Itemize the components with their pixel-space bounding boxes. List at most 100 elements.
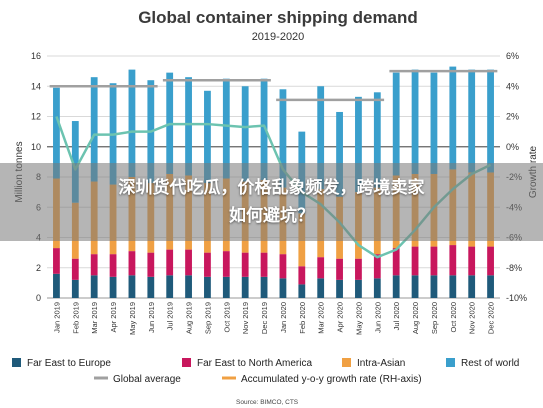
y-tick-label: 0 <box>36 293 41 303</box>
legend-label: Far East to Europe <box>27 358 111 369</box>
bar-segment <box>128 275 136 298</box>
bar-segment <box>204 90 211 184</box>
x-tick-label: Jul 2019 <box>166 302 175 330</box>
y2-tick-label: 6% <box>506 51 519 61</box>
bar-segment <box>222 276 230 298</box>
bar-segment <box>355 96 362 193</box>
bar-segment <box>147 252 155 277</box>
bar-segment <box>185 77 192 176</box>
global-average-lines <box>49 69 498 102</box>
bar-segment <box>468 275 476 298</box>
y-tick-label: 2 <box>36 263 41 273</box>
bar-segment <box>53 248 60 274</box>
x-tick-label: Apr 2020 <box>336 302 345 332</box>
bar-segment <box>166 249 174 276</box>
bar-segment <box>317 278 325 298</box>
x-tick-label: May 2019 <box>128 302 137 335</box>
bar-segment <box>336 258 343 280</box>
x-axis-ticks: Jan 2019 Feb 2019 Mar 2019 Apr 2019 May 2019… <box>52 302 495 335</box>
bar-segment <box>449 275 457 298</box>
bar-segment <box>241 252 249 277</box>
legend-label: Intra-Asian <box>357 358 405 369</box>
bar-segment <box>487 275 494 298</box>
bar-segment <box>355 279 362 298</box>
bar-segment <box>90 275 98 298</box>
bar-segment <box>241 86 249 182</box>
bar-segment <box>109 254 117 277</box>
bar-segment <box>355 258 362 280</box>
legend-swatch <box>182 358 191 367</box>
legend: Far East to Europe Far East to North Amer… <box>12 358 519 385</box>
x-tick-label: Dec 2020 <box>487 302 496 334</box>
bar-segment <box>430 72 438 174</box>
bar-segment <box>411 275 419 298</box>
x-tick-label: Mar 2019 <box>90 302 99 334</box>
bar-segment <box>317 86 325 190</box>
x-tick-label: Nov 2019 <box>241 302 250 334</box>
bar-segment <box>373 254 381 279</box>
x-tick-label: Jul 2020 <box>392 302 401 330</box>
y2-tick-label: -10% <box>506 293 527 303</box>
bar-segment <box>411 246 419 276</box>
bar-segment <box>298 266 306 285</box>
x-tick-label: Aug 2019 <box>185 302 194 334</box>
bar-segment <box>222 251 230 277</box>
x-tick-label: Sep 2020 <box>430 302 439 334</box>
legend-label: Accumulated y-o-y growth rate (RH-axis) <box>241 374 422 385</box>
bar-segment <box>449 66 457 170</box>
x-tick-label: Aug 2020 <box>411 302 420 334</box>
bar-segment <box>392 72 400 176</box>
bar-segment <box>298 284 306 298</box>
bar-segment <box>71 258 79 280</box>
bar-segment <box>128 251 136 276</box>
y2-tick-label: 0% <box>506 142 519 152</box>
x-tick-label: Nov 2020 <box>468 302 477 334</box>
x-tick-label: Feb 2019 <box>71 302 80 334</box>
bar-segment <box>185 249 192 276</box>
bar-segment <box>430 246 438 276</box>
y-tick-label: 10 <box>31 142 41 152</box>
x-tick-label: Mar 2020 <box>317 302 326 334</box>
bar-segment <box>222 78 230 179</box>
bar-segment <box>373 278 381 298</box>
bar-segment <box>279 89 287 188</box>
bar-segment <box>147 276 155 298</box>
bar-segment <box>411 69 419 174</box>
bar-segment <box>336 279 343 298</box>
bar-segment <box>241 276 249 298</box>
bar-segment <box>279 278 287 298</box>
bar-segment <box>53 87 60 179</box>
x-tick-label: Oct 2020 <box>449 302 458 332</box>
bar-segment <box>53 273 60 298</box>
x-tick-label: Sep 2019 <box>203 302 212 334</box>
x-tick-label: May 2020 <box>354 302 363 335</box>
x-tick-label: Feb 2020 <box>298 302 307 334</box>
legend-label: Far East to North America <box>197 358 312 369</box>
y-tick-label: 14 <box>31 81 41 91</box>
bar-segment <box>204 276 211 298</box>
bar-segment <box>71 121 79 203</box>
bar-segment <box>487 246 494 276</box>
y2-tick-label: -8% <box>506 263 522 273</box>
bar-segment <box>90 77 98 182</box>
bar-segment <box>430 275 438 298</box>
x-tick-label: Oct 2019 <box>222 302 231 332</box>
source-note: Source: BIMCO, CTS <box>236 399 299 406</box>
headline-text: 深圳货代吃瓜，价格乱象频发，跨境卖家如何避坑？ <box>118 178 425 226</box>
y2-tick-label: 4% <box>506 81 519 91</box>
bar-segment <box>204 252 211 277</box>
y-tick-label: 16 <box>31 51 41 61</box>
bar-segment <box>373 92 381 188</box>
bar-segment <box>468 246 476 276</box>
x-tick-label: Dec 2019 <box>260 302 269 334</box>
legend-label: Rest of world <box>461 358 519 369</box>
bar-segment <box>90 254 98 276</box>
legend-swatch <box>12 358 21 367</box>
bar-segment <box>468 69 476 173</box>
bar-segment <box>260 78 268 181</box>
bar-segment <box>185 275 192 298</box>
bar-segment <box>109 276 117 298</box>
bar-segment <box>392 248 400 276</box>
bar-segment <box>128 69 136 177</box>
